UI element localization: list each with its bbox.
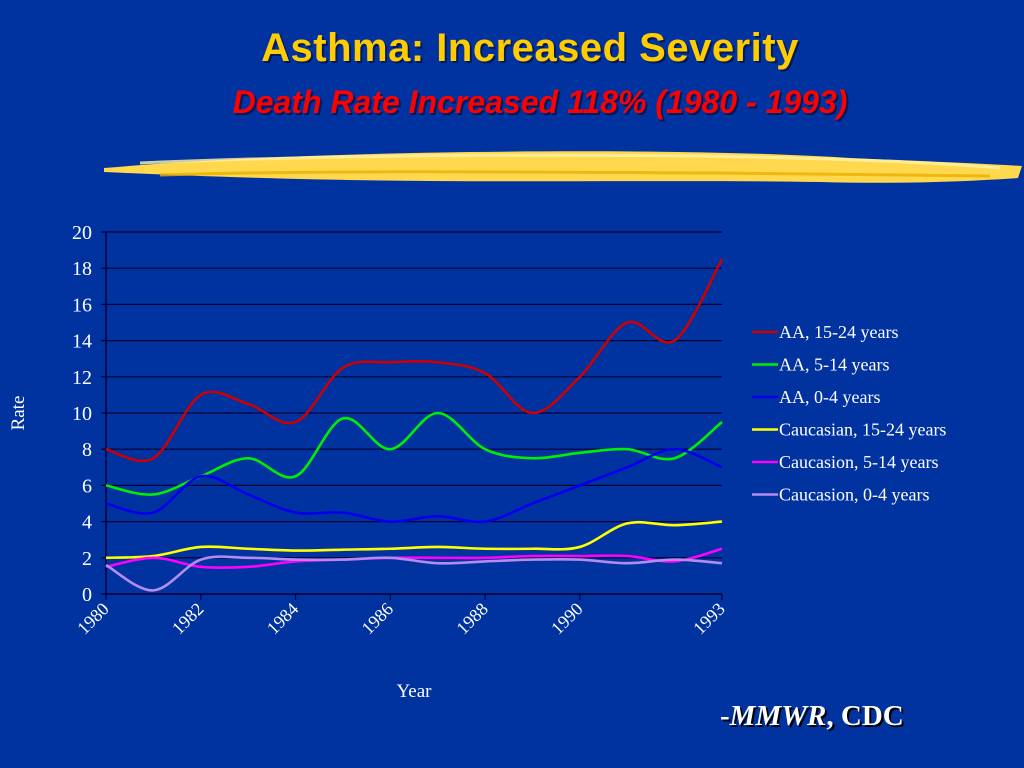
series-line	[105, 411, 723, 496]
y-tick-label: 18	[72, 258, 92, 280]
x-tick-label: 1984	[263, 599, 303, 639]
x-tick-label: 1982	[168, 599, 208, 639]
brush-stroke-divider	[104, 151, 1022, 183]
x-tick-label: 1990	[547, 599, 587, 639]
y-tick-label: 6	[82, 475, 92, 497]
legend-label: Caucasion, 0-4 years	[779, 485, 929, 505]
slide-title: Asthma: Increased Severity	[261, 26, 799, 70]
y-tick-label: 2	[82, 548, 92, 570]
y-tick-label: 10	[72, 403, 92, 425]
x-tick-label: 1988	[452, 599, 492, 639]
legend-label: AA, 0-4 years	[779, 387, 880, 407]
series-line	[105, 555, 723, 592]
y-tick-label: 4	[82, 512, 92, 534]
axes: 0 2 4 6 8 10 12 14 16 18 20 1980 1982 1984 1986 1988 199…	[8, 222, 729, 702]
source-mmwr: MMWR	[729, 700, 827, 732]
x-tick-label: 1986	[358, 599, 398, 639]
x-tick-label: 1993	[689, 599, 729, 639]
x-axis-title: Year	[396, 681, 432, 702]
series-line	[105, 447, 723, 524]
y-tick-label: 12	[72, 367, 92, 389]
y-tick-label: 20	[72, 222, 92, 244]
source-rest: , CDC	[826, 700, 904, 732]
series-line	[105, 520, 723, 560]
source-prefix: -	[720, 700, 730, 732]
legend-label: AA, 5-14 years	[779, 355, 889, 375]
legend-label: AA, 15-24 years	[779, 322, 898, 342]
series-line	[105, 258, 724, 463]
y-tick-label: 14	[72, 331, 92, 353]
slide-subtitle: Death Rate Increased 118% (1980 - 1993)	[232, 84, 848, 120]
legend-label: Caucasian, 15-24 years	[779, 420, 946, 440]
source-citation: -MMWR, CDC	[720, 700, 904, 733]
series-line	[105, 547, 723, 570]
x-tick-label: 1980	[73, 599, 113, 639]
y-tick-label: 8	[82, 439, 92, 461]
y-axis-title: Rate	[8, 396, 29, 431]
legend-label: Caucasion, 5-14 years	[779, 452, 938, 472]
series-lines	[105, 258, 724, 592]
legend: AA, 15-24 years AA, 5-14 years AA, 0-4 yea…	[752, 322, 946, 505]
y-tick-label: 0	[82, 584, 92, 606]
y-tick-label: 16	[72, 294, 92, 316]
